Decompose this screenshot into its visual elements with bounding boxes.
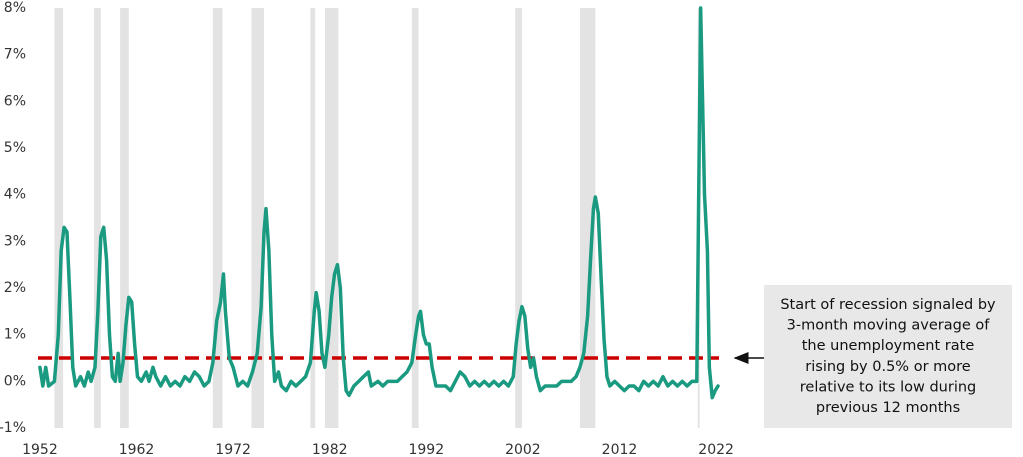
recession-band bbox=[579, 8, 596, 428]
x-tick-label: 1992 bbox=[408, 442, 444, 457]
x-tick-label: 1962 bbox=[119, 442, 155, 457]
annotation-text: relative to its low during bbox=[800, 379, 977, 395]
y-tick-label: 4% bbox=[4, 187, 26, 203]
y-tick-label: -1% bbox=[0, 420, 26, 436]
annotation-text: rising by 0.5% or more bbox=[805, 359, 970, 375]
annotation-text: Start of recession signaled by bbox=[780, 297, 996, 313]
recession-band bbox=[310, 8, 316, 428]
y-tick-label: 7% bbox=[4, 47, 26, 63]
recession-band bbox=[411, 8, 419, 428]
axis-labels: -1% 0% 1% 2% 3% 4% 5% 6% 7% 8% 1952 1962 1972 1982 199… bbox=[0, 0, 734, 457]
x-tick-label: 1982 bbox=[312, 442, 348, 457]
annotation-text: 3-month moving average of bbox=[787, 318, 991, 334]
annotation-text: previous 12 months bbox=[816, 400, 960, 416]
x-tick-label: 1972 bbox=[215, 442, 251, 457]
y-tick-label: 6% bbox=[4, 93, 26, 109]
recession-band bbox=[515, 8, 522, 428]
recession-band bbox=[120, 8, 129, 428]
x-tick-label: 2002 bbox=[505, 442, 541, 457]
recession-band bbox=[94, 8, 101, 428]
series bbox=[38, 6, 720, 400]
recession-bands bbox=[54, 8, 700, 428]
y-tick-label: 1% bbox=[4, 327, 26, 343]
y-tick-label: 2% bbox=[4, 280, 26, 296]
x-tick-label: 2022 bbox=[698, 442, 734, 457]
x-tick-label: 1952 bbox=[22, 442, 58, 457]
recession-band bbox=[212, 8, 223, 428]
y-tick-label: 8% bbox=[4, 0, 26, 16]
annotation-box bbox=[764, 285, 1012, 428]
annotation-text: the unemployment rate bbox=[802, 338, 975, 354]
annotation: Start of recession signaled by 3-month mo… bbox=[780, 297, 996, 416]
recession-band bbox=[54, 8, 64, 428]
y-tick-label: 0% bbox=[4, 373, 26, 389]
y-tick-label: 5% bbox=[4, 140, 26, 156]
series-line bbox=[38, 6, 720, 400]
x-tick-label: 2012 bbox=[602, 442, 638, 457]
y-tick-label: 3% bbox=[4, 233, 26, 249]
